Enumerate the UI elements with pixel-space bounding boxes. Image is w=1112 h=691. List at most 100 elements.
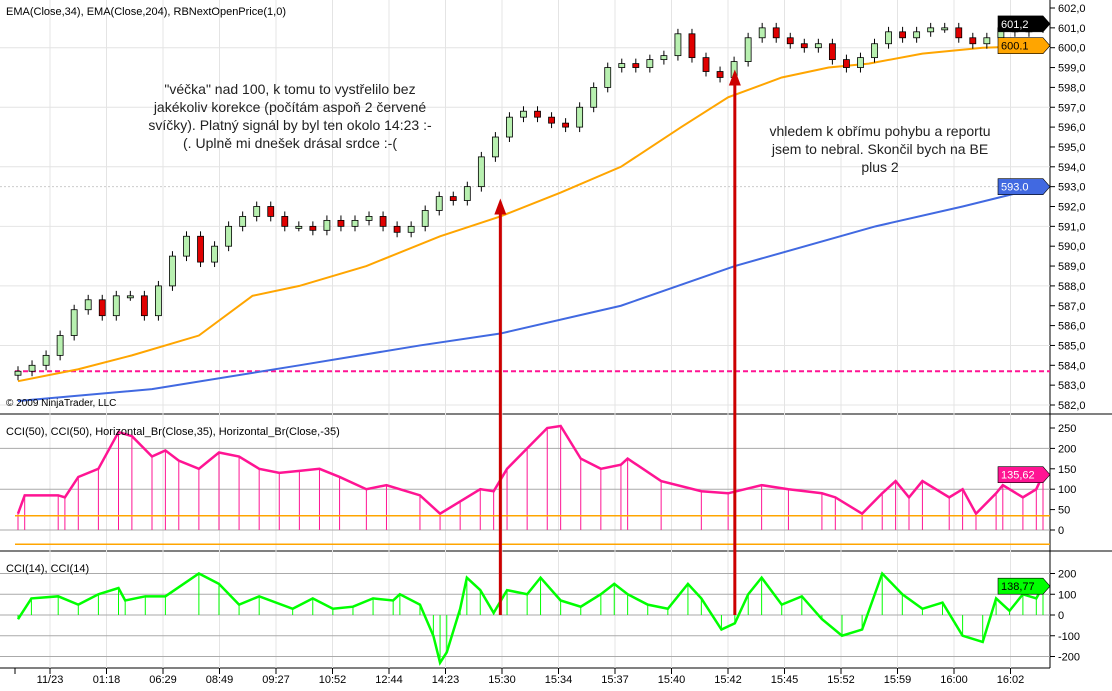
candle bbox=[927, 22, 935, 37]
candle bbox=[126, 290, 134, 301]
annotation-line: vhledem k obřímu pohybu a reportu bbox=[769, 123, 991, 139]
candle bbox=[955, 22, 963, 43]
y-tick-label: 599,0 bbox=[1058, 63, 1086, 75]
candle-body-up bbox=[407, 225, 415, 233]
cci14-flag: 138,77 bbox=[997, 577, 1051, 595]
candle-body-up bbox=[183, 235, 190, 257]
candle-body-up bbox=[871, 43, 878, 59]
candle bbox=[590, 82, 598, 113]
cci50-line bbox=[16, 424, 1045, 516]
candle bbox=[786, 32, 794, 49]
candle bbox=[197, 231, 204, 268]
candle bbox=[42, 350, 50, 371]
arrowhead-icon bbox=[728, 69, 741, 86]
candle-body-up bbox=[169, 255, 176, 287]
x-tick-label: 15:59 bbox=[884, 674, 912, 686]
candle-body-up bbox=[112, 295, 120, 317]
candle-body-up bbox=[660, 55, 668, 61]
cci50-flag-text: 135,62 bbox=[1001, 470, 1035, 482]
ema34-flag-shape bbox=[997, 37, 1051, 55]
candle-body-up bbox=[155, 285, 162, 317]
candle bbox=[857, 52, 864, 73]
candle-body-up bbox=[758, 27, 766, 39]
y-tick-label: 50 bbox=[1058, 505, 1070, 517]
y-tick-label: 100 bbox=[1058, 484, 1076, 496]
candle-body-up bbox=[941, 27, 949, 31]
candle bbox=[28, 360, 36, 377]
candle-body-up bbox=[590, 87, 598, 108]
candle bbox=[604, 62, 612, 93]
y-tick-label: 591,0 bbox=[1058, 221, 1086, 233]
candle bbox=[155, 280, 162, 321]
candle-body-down bbox=[688, 33, 696, 59]
candle-body-up bbox=[126, 295, 134, 299]
candle bbox=[183, 231, 190, 262]
x-tick-label: 15:42 bbox=[714, 674, 742, 686]
candle-body-up bbox=[211, 245, 218, 263]
candle bbox=[225, 221, 233, 252]
y-tick-label: 601,0 bbox=[1058, 23, 1086, 35]
candle-body-down bbox=[772, 27, 780, 39]
ema34-line bbox=[17, 44, 1044, 383]
candle bbox=[84, 294, 92, 315]
candle bbox=[140, 290, 148, 321]
candle-body-up bbox=[14, 370, 22, 376]
candle bbox=[843, 54, 850, 73]
candle bbox=[828, 38, 836, 65]
candle bbox=[506, 112, 513, 142]
candle-body-up bbox=[365, 216, 373, 221]
x-tick-label: 09:27 bbox=[262, 674, 290, 686]
y-tick-label: 200 bbox=[1058, 443, 1076, 455]
candle bbox=[295, 221, 303, 232]
candle bbox=[449, 191, 457, 206]
annotation-line: jakékoliv korekce (počítám aspoň 2 červe… bbox=[153, 99, 427, 115]
candle bbox=[716, 66, 724, 83]
price-pane-title: EMA(Close,34), EMA(Close,204), RBNextOpe… bbox=[6, 6, 286, 18]
candle-body-down bbox=[562, 122, 570, 128]
y-tick-label: 100 bbox=[1058, 589, 1076, 601]
candle bbox=[871, 38, 878, 63]
candle-body-up bbox=[421, 210, 429, 227]
candle-body-down bbox=[379, 216, 387, 227]
ema204-line bbox=[17, 185, 1044, 403]
candle bbox=[393, 221, 401, 238]
candle bbox=[169, 251, 176, 291]
candle bbox=[407, 221, 415, 238]
x-tick-label: 15:30 bbox=[488, 674, 516, 686]
candle bbox=[674, 28, 682, 61]
candle-body-up bbox=[913, 31, 921, 39]
candle bbox=[211, 241, 218, 268]
candle-body-up bbox=[857, 57, 864, 68]
candle bbox=[323, 215, 331, 236]
x-tick-label: 06:29 bbox=[149, 674, 177, 686]
cci50-flag-shape bbox=[997, 466, 1051, 483]
candle-body-up bbox=[70, 309, 78, 336]
cci50-flag: 135,62 bbox=[997, 466, 1051, 483]
candle-body-down bbox=[828, 43, 836, 61]
candle bbox=[702, 52, 710, 77]
candle bbox=[112, 290, 120, 321]
candle bbox=[70, 304, 78, 341]
candle bbox=[239, 211, 247, 232]
x-tick-label: 10:52 bbox=[319, 674, 347, 686]
candle-body-down bbox=[393, 225, 401, 233]
candle-body-up bbox=[239, 216, 247, 227]
candle-body-up bbox=[520, 110, 527, 118]
candle-body-down bbox=[800, 43, 808, 49]
y-tick-label: 0 bbox=[1058, 610, 1064, 622]
x-tick-label: 16:02 bbox=[997, 674, 1025, 686]
last-price-flag-text: 601,2 bbox=[1001, 19, 1029, 31]
candle-body-down bbox=[337, 219, 345, 227]
candle bbox=[941, 22, 949, 33]
candle-body-up bbox=[28, 364, 36, 372]
y-tick-label: 584,0 bbox=[1058, 360, 1086, 372]
y-tick-label: 0 bbox=[1058, 525, 1064, 537]
candle-body-down bbox=[534, 110, 541, 118]
annotation-line: "véčka" nad 100, k tomu to vystřelilo be… bbox=[164, 81, 416, 97]
candle bbox=[435, 191, 443, 216]
candle bbox=[281, 211, 289, 232]
candle-body-up bbox=[491, 136, 499, 158]
candle-body-up bbox=[42, 354, 50, 366]
candle-body-up bbox=[604, 67, 612, 88]
